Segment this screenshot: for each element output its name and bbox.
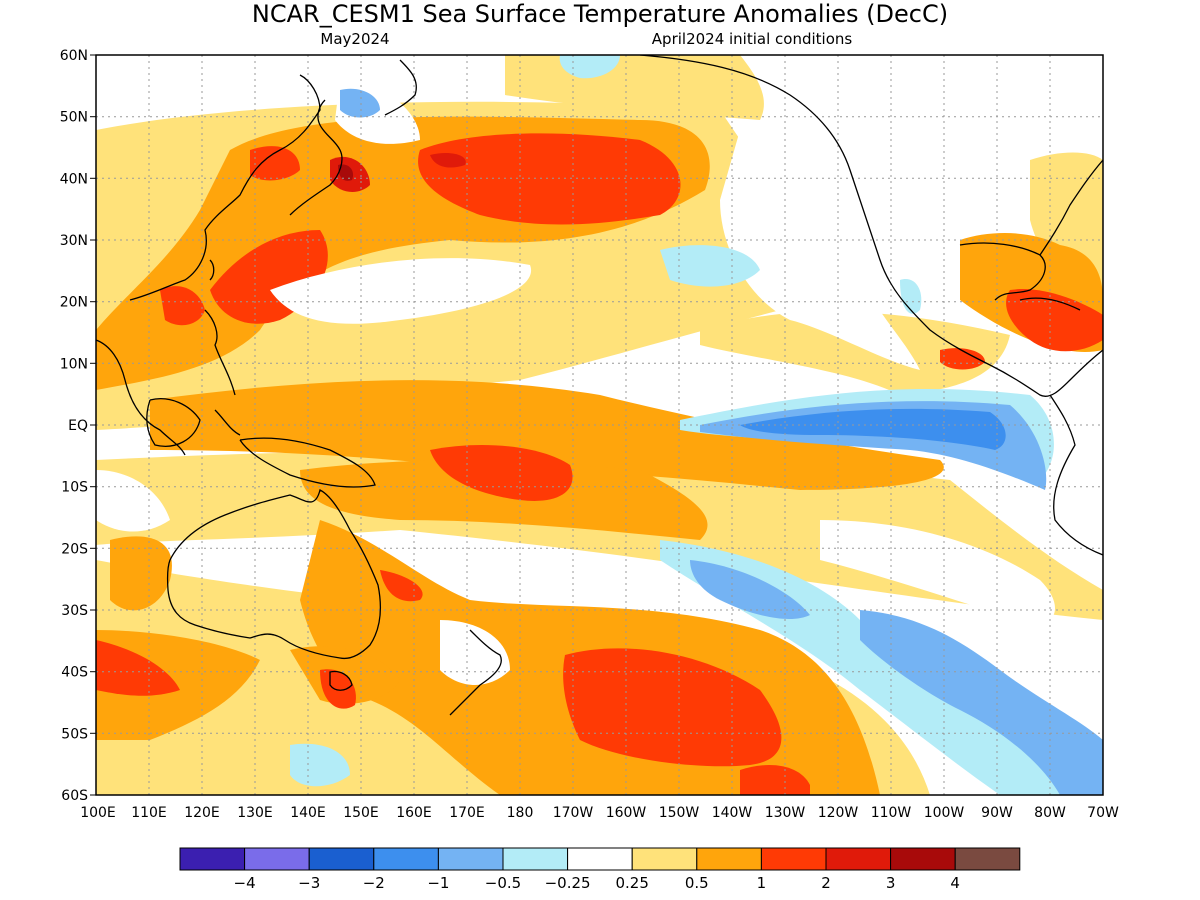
lat-label: 30N [60,233,88,249]
lon-label: 130E [237,805,273,821]
colorbar-swatch [954,847,1021,871]
lat-label: 20N [60,295,88,311]
colorbar-label: −2 [363,874,385,892]
colorbar-swatch [825,847,892,871]
lon-label: 90W [981,805,1013,821]
colorbar-label: −1 [427,874,449,892]
lon-label: 150E [343,805,379,821]
lon-label: 110E [131,805,167,821]
lat-label: 50N [60,110,88,126]
lat-label: 20S [61,541,88,557]
latitude-axis: 60N 50N 40N 30N 20N 10N EQ 10S 20S 30S 4… [60,48,88,804]
colorbar-label: −0.25 [545,874,591,892]
lat-label: 30S [61,603,88,619]
colorbar: −4 −3 −2 −1 −0.5 −0.25 0.25 0.5 1 2 3 4 [179,847,1021,892]
lon-label: 110W [871,805,912,821]
colorbar-label: 0.5 [685,874,709,892]
lon-label: 70W [1087,805,1119,821]
anomaly-field [96,55,1103,795]
longitude-axis: 100E 110E 120E 130E 140E 150E 160E 170E … [80,805,1119,821]
lat-label: 60N [60,48,88,64]
colorbar-label: 2 [821,874,831,892]
lat-label: 40N [60,171,88,187]
colorbar-label: 4 [950,874,960,892]
colorbar-label: 3 [886,874,896,892]
colorbar-label: 1 [757,874,767,892]
colorbar-swatch [308,847,375,871]
lon-label: 170W [553,805,594,821]
axis-ticks [90,54,96,796]
lat-label: 10S [61,480,88,496]
initial-conditions: April2024 initial conditions [652,30,853,48]
colorbar-swatch [696,847,762,871]
lon-label: 180 [507,805,534,821]
lon-label: 160W [606,805,647,821]
colorbar-swatch [244,847,310,871]
colorbar-swatch [179,847,246,871]
colorbar-label: −0.5 [485,874,521,892]
colorbar-swatch [567,847,633,871]
anomaly-band-near-zero [96,80,1055,685]
colorbar-swatch [631,847,698,871]
coastlines [96,55,1103,716]
lon-label: 170E [449,805,485,821]
anomaly-band-minus-1 [740,408,1006,450]
anomaly-band-1-2 [96,133,1103,795]
colorbar-label: −3 [298,874,320,892]
colorbar-swatch [437,847,504,871]
colorbar-label: −4 [234,874,256,892]
forecast-month: May2024 [320,30,389,48]
map-title: NCAR_CESM1 Sea Surface Temperature Anoma… [252,0,948,28]
lat-label: 10N [60,356,88,372]
colorbar-label: 0.25 [615,874,648,892]
lon-label: 120W [818,805,859,821]
lon-label: 100W [924,805,965,821]
lat-label: 60S [61,788,88,804]
colorbar-swatch [502,847,569,871]
lon-label: 120E [184,805,220,821]
anomaly-band-3-4 [338,164,354,181]
lon-label: 150W [659,805,700,821]
lat-label: 40S [61,665,88,681]
lon-label: 140W [712,805,753,821]
lon-label: 130W [765,805,806,821]
lat-label: EQ [68,418,88,434]
colorbar-swatch [760,847,827,871]
lon-label: 160E [396,805,432,821]
lon-label: 100E [80,805,116,821]
lon-label: 80W [1034,805,1066,821]
colorbar-swatch [373,847,439,871]
lon-label: 140E [290,805,326,821]
colorbar-swatch [890,847,956,871]
lat-label: 50S [61,726,88,742]
